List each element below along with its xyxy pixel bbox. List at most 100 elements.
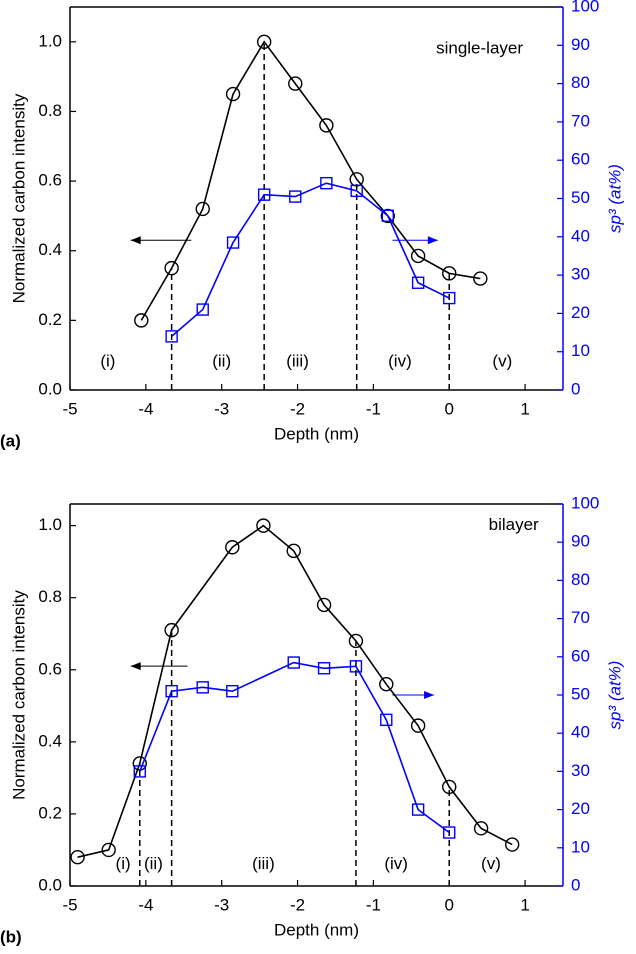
annotation: bilayer	[489, 515, 539, 534]
y2-tick-label: 30	[571, 761, 590, 780]
data-point	[443, 826, 456, 839]
region-label: (ii)	[144, 854, 163, 873]
y-tick-label: 0.6	[38, 171, 62, 190]
x-tick-label: -3	[214, 895, 229, 914]
data-point	[257, 188, 271, 201]
series-line	[77, 524, 513, 858]
panel-label: (a)	[0, 431, 21, 450]
data-point	[225, 540, 240, 555]
data-point	[70, 849, 85, 865]
y-tick-label: 0.0	[38, 379, 62, 398]
data-point	[286, 543, 301, 559]
y2-axis-title: sp³ (at%)	[605, 164, 624, 233]
y2-tick-label: 40	[571, 226, 590, 245]
x-tick-label: 0	[444, 895, 453, 914]
y-tick-label: 0.2	[38, 803, 62, 822]
y-tick-label: 0.8	[38, 587, 62, 606]
data-point	[196, 681, 209, 694]
y-tick-label: 0.0	[38, 875, 62, 894]
y-tick-label: 0.2	[38, 310, 62, 329]
x-tick-label: -2	[290, 399, 305, 418]
data-point	[504, 837, 520, 852]
data-point	[411, 276, 425, 289]
data-point	[319, 118, 334, 133]
y2-tick-label: 90	[571, 35, 590, 54]
data-point	[164, 622, 179, 638]
series-line	[171, 182, 450, 337]
region-label: (ii)	[212, 352, 231, 371]
y2-tick-label: 20	[571, 303, 590, 322]
region-label: (iv)	[384, 854, 408, 873]
data-point	[288, 76, 303, 91]
series-line	[140, 40, 481, 321]
x-tick-label: 1	[520, 895, 529, 914]
data-point	[350, 184, 363, 198]
data-point	[348, 633, 364, 649]
arrow-head	[130, 662, 141, 671]
data-point	[442, 779, 457, 795]
data-point	[226, 684, 239, 698]
data-point	[226, 236, 240, 249]
arrow-head	[424, 691, 435, 699]
x-axis-title: Depth (nm)	[274, 920, 359, 939]
y2-tick-label: 70	[571, 608, 590, 627]
x-tick-label: 1	[520, 399, 529, 418]
y2-tick-label: 50	[571, 684, 590, 703]
region-label: (v)	[481, 854, 501, 873]
x-tick-label: -4	[138, 895, 153, 914]
data-point	[287, 656, 300, 669]
series-line	[139, 661, 450, 834]
arrow-head	[427, 236, 438, 245]
data-point	[380, 713, 393, 727]
x-tick-label: -5	[62, 399, 77, 418]
y2-tick-label: 10	[571, 341, 590, 360]
region-label: (iii)	[286, 352, 309, 371]
data-point	[411, 803, 425, 816]
data-point	[379, 676, 394, 692]
panel-label: (b)	[0, 927, 22, 946]
data-point	[473, 821, 489, 836]
y2-tick-label: 100	[571, 493, 599, 512]
y-tick-label: 0.6	[38, 659, 62, 678]
data-point	[349, 660, 363, 673]
y-tick-label: 0.8	[38, 101, 62, 120]
region-label: (iv)	[388, 352, 412, 371]
y-tick-label: 0.4	[38, 731, 62, 750]
region-label: (i)	[116, 854, 131, 873]
data-point	[320, 176, 333, 190]
data-point	[410, 248, 426, 264]
x-tick-label: -4	[138, 399, 153, 418]
data-point	[101, 842, 116, 858]
y2-tick-label: 50	[571, 188, 590, 207]
x-tick-label: -2	[290, 895, 305, 914]
x-tick-label: -1	[366, 895, 381, 914]
y2-tick-label: 10	[571, 837, 590, 856]
data-point	[473, 271, 488, 286]
x-tick-label: -1	[366, 399, 381, 418]
data-point	[289, 190, 302, 203]
y2-tick-label: 40	[571, 723, 590, 742]
y2-tick-label: 80	[571, 73, 590, 92]
data-point	[133, 765, 146, 778]
x-tick-label: 0	[444, 399, 453, 418]
y2-tick-label: 60	[571, 150, 590, 169]
data-point	[256, 518, 271, 533]
y2-tick-label: 20	[571, 799, 590, 818]
region-label: (i)	[100, 352, 115, 371]
y-tick-label: 1.0	[38, 515, 62, 534]
data-point	[196, 303, 209, 316]
arrow-head	[130, 236, 141, 245]
x-axis-title: Depth (nm)	[274, 424, 359, 443]
y2-tick-label: 100	[571, 0, 599, 15]
data-point	[225, 86, 241, 102]
y2-tick-label: 70	[571, 111, 590, 130]
data-point	[256, 34, 272, 50]
y2-tick-label: 80	[571, 570, 590, 589]
y2-axis-title: sp³ (at%)	[605, 661, 624, 730]
data-point	[195, 201, 210, 217]
data-point	[381, 209, 394, 222]
y-tick-label: 0.4	[38, 240, 62, 259]
y-tick-label: 1.0	[38, 31, 62, 50]
data-point	[410, 718, 426, 733]
